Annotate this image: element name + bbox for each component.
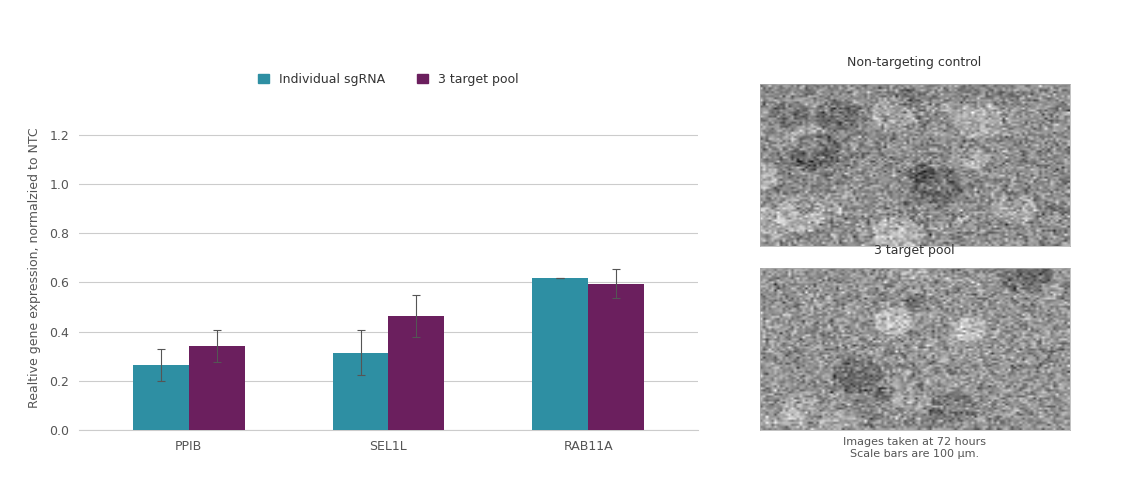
Text: Images taken at 72 hours
Scale bars are 100 μm.: Images taken at 72 hours Scale bars are … [843, 437, 985, 459]
Bar [533, 278, 588, 430]
Bar [388, 315, 445, 430]
Legend: Individual sgRNA, 3 target pool: Individual sgRNA, 3 target pool [258, 73, 519, 86]
Bar [189, 347, 244, 430]
Bar [588, 283, 644, 430]
Y-axis label: Realtive gene expression, normalzied to NTC: Realtive gene expression, normalzied to … [28, 127, 41, 408]
Text: Non-targeting control: Non-targeting control [847, 56, 982, 69]
Bar [332, 353, 388, 430]
Bar [133, 365, 189, 430]
Text: 3 target pool: 3 target pool [874, 244, 955, 257]
